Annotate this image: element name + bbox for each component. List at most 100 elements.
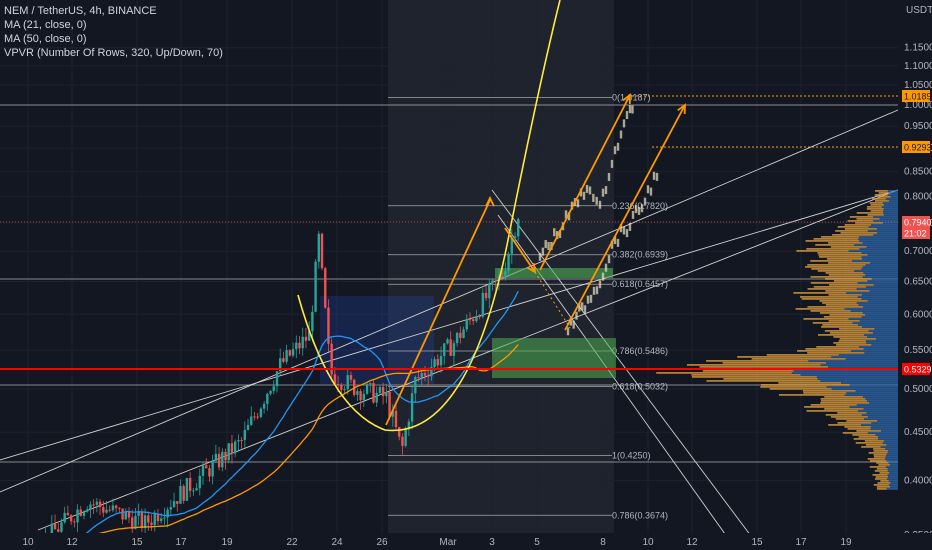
vpvr-bar-down [889, 484, 898, 486]
vpvr-bar-up [865, 444, 887, 446]
vpvr-bar-up [824, 408, 864, 410]
vpvr-bar-up [691, 376, 817, 378]
vpvr-bar-up [868, 452, 888, 454]
vpvr-bar-up [872, 474, 888, 476]
candle-body [150, 522, 153, 525]
fib-label: 0.618(0.6457) [612, 279, 668, 289]
ghost-candle [598, 280, 602, 289]
vpvr-bar-down [861, 256, 898, 258]
vpvr-bar-down [852, 260, 898, 262]
vpvr-bar-up [858, 436, 879, 438]
vpvr-bar-down [876, 338, 898, 340]
vpvr-bar-up [847, 428, 871, 430]
candle-body [459, 332, 462, 338]
candle-body [89, 504, 92, 510]
vpvr-bar-up [877, 488, 887, 490]
vpvr-bar-down [866, 340, 898, 342]
vpvr-legend[interactable]: VPVR (Number Of Rows, 320, Up/Down, 70) [4, 47, 223, 59]
vpvr-bar-down [859, 248, 898, 250]
vpvr-bar-up [880, 480, 889, 482]
candle-body [131, 517, 134, 529]
vpvr-bar-up [766, 354, 839, 356]
vpvr-bar-up [836, 344, 872, 346]
candle-body [147, 515, 150, 523]
projection-dots [534, 271, 571, 329]
vpvr-bar-down [870, 262, 898, 264]
ghost-candle [646, 185, 650, 194]
vpvr-bar-up [844, 224, 872, 226]
ghost-candle [544, 240, 547, 249]
candle-body [192, 490, 195, 492]
vpvr-bar-down [871, 278, 898, 280]
vpvr-bar-down [864, 352, 898, 354]
vpvr-bar-up [878, 192, 889, 194]
vpvr-bar-up [810, 282, 858, 284]
vpvr-bar-down [857, 282, 898, 284]
vpvr-bar-up [849, 216, 874, 218]
candle-body [378, 386, 382, 393]
price-tag [902, 216, 930, 228]
vpvr-bar-down [867, 254, 898, 256]
ghost-candle [643, 197, 647, 206]
candle-body [330, 343, 333, 375]
candle-body [426, 375, 430, 377]
symbol-title[interactable]: NEM / TetherUS, 4h, BINANCE [4, 5, 157, 17]
vpvr-bar-down [886, 488, 898, 490]
vpvr-bar-up [804, 406, 850, 408]
vpvr-bar-up [829, 314, 866, 316]
vpvr-bar-down [867, 336, 898, 338]
candle-body [275, 371, 279, 387]
ghost-candle [564, 210, 568, 219]
candle-body [362, 393, 366, 401]
vpvr-bar-up [706, 360, 809, 362]
vpvr-bar-up [864, 440, 884, 442]
vpvr-bar-down [885, 466, 898, 468]
vpvr-bar-up [876, 486, 891, 488]
candle-body [73, 521, 76, 523]
fib-label: 0.382(0.6939) [612, 250, 668, 260]
candle-body [336, 383, 340, 386]
ghost-candle [595, 286, 599, 295]
vpvr-bar-up [830, 246, 867, 248]
vpvr-bar-up [819, 256, 862, 258]
ghost-candle [572, 320, 575, 329]
vpvr-bar-down [862, 258, 898, 260]
price-tick-label: 1.1000 [904, 61, 932, 72]
vpvr-bar-down [883, 440, 898, 442]
vpvr-bar-down [826, 386, 898, 388]
vpvr-bar-down [841, 382, 898, 384]
time-tick-label: 8 [600, 537, 606, 548]
vpvr-bar-up [879, 472, 890, 474]
vpvr-bar-up [837, 422, 872, 424]
ghost-candle [547, 242, 550, 251]
ghost-candle [583, 305, 587, 314]
time-tick-label: 15 [131, 537, 143, 548]
vpvr-bar-down [890, 482, 898, 484]
vpvr-bar-down [862, 276, 898, 278]
vpvr-bar-down [869, 290, 898, 292]
parabolic-curve [297, 0, 561, 432]
vpvr-bar-down [861, 424, 898, 426]
ma50-legend[interactable]: MA (50, close, 0) [4, 33, 87, 45]
ma21-legend[interactable]: MA (21, close, 0) [4, 19, 87, 31]
ghost-candle [604, 186, 608, 195]
vpvr-bar-down [856, 404, 898, 406]
fib-label: 0.618(0.5032) [612, 381, 668, 391]
price-tag-text: 0.7940 [904, 218, 932, 228]
vpvr-bar-up [856, 212, 884, 214]
vpvr-bar-down [885, 448, 898, 450]
vpvr-bar-down [849, 384, 898, 386]
candle-body [359, 391, 362, 401]
candle-body [124, 511, 127, 520]
time-tick-label: 17 [175, 537, 187, 548]
vpvr-bar-down [838, 354, 898, 356]
vpvr-bar-down [871, 422, 898, 424]
vpvr-bar-down [867, 416, 898, 418]
vpvr-bar-up [793, 292, 846, 294]
fib-label: 1(0.4250) [612, 451, 651, 461]
ghost-candle [613, 236, 617, 245]
candle-body [452, 343, 456, 356]
green-zone-upper [495, 268, 613, 278]
